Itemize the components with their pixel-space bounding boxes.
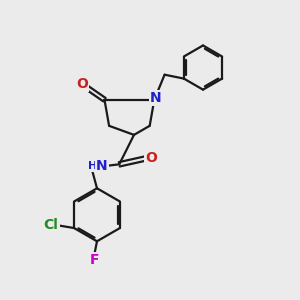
Text: F: F [89,254,99,267]
Text: H: H [88,161,98,171]
Text: Cl: Cl [44,218,59,232]
Text: N: N [150,91,162,105]
Text: N: N [96,159,107,173]
Text: O: O [145,152,157,165]
Text: O: O [76,76,88,91]
